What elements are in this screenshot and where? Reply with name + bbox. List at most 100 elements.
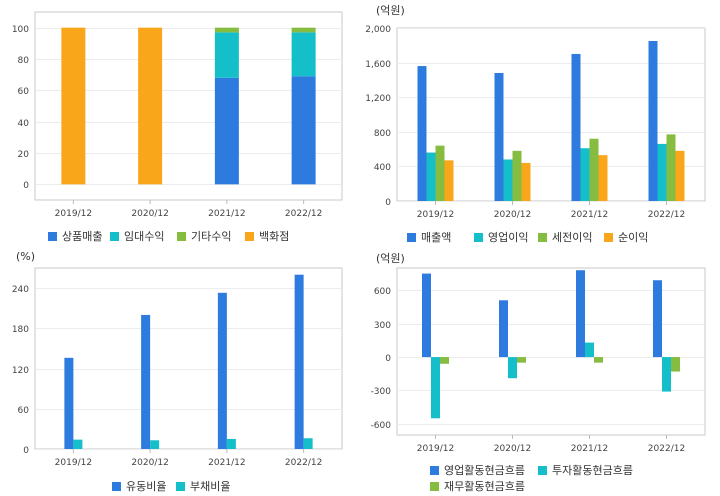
unit-label: (%) xyxy=(16,250,36,263)
bar xyxy=(444,160,454,201)
y-tick-label: 0 xyxy=(385,354,391,364)
bar xyxy=(214,32,239,78)
legend-label: 기타수익 xyxy=(191,230,232,243)
legend-label: 순이익 xyxy=(618,231,649,244)
chart-income: (억원) 0 400 800 1,200 1,600 2,000 2019/12 2020/1… xyxy=(360,0,720,248)
y-tick-label: 1,600 xyxy=(365,60,391,70)
chart-svg: 0 20 40 60 80 100 2019/12 2020/12 2021/12 2022/12 xyxy=(12,11,343,219)
bar xyxy=(303,438,313,449)
bar xyxy=(657,143,667,201)
legend-item: 매출액 xyxy=(407,229,451,245)
bar xyxy=(571,53,581,202)
chart-ratios: (%) 0 60 120 180 240 2019/12 2020/12 2021/12 202… xyxy=(0,248,360,496)
y-tick-label: 300 xyxy=(374,321,391,331)
bar xyxy=(666,134,676,201)
bar xyxy=(291,76,316,185)
bar xyxy=(598,155,608,201)
y-tick-label: 800 xyxy=(374,129,391,139)
bar xyxy=(214,77,239,185)
bar xyxy=(291,32,316,77)
legend-swatch xyxy=(110,231,119,241)
x-tick-label: 2021/12 xyxy=(571,210,608,220)
unit-label: (억원) xyxy=(376,4,405,17)
legend-item: 부채비율 xyxy=(176,478,230,494)
plot-area xyxy=(34,11,343,201)
y-tick-label: 240 xyxy=(12,285,29,295)
y-tick-label: 120 xyxy=(12,366,29,376)
legend-item: 영업활동현금흐름 xyxy=(430,462,525,478)
y-tick-label: 0 xyxy=(23,446,29,456)
bar xyxy=(226,438,236,449)
bar xyxy=(662,357,671,392)
x-tick-label: 2022/12 xyxy=(285,209,322,219)
legend-label: 재무활동현금흐름 xyxy=(444,480,525,493)
bar xyxy=(431,357,440,419)
bar xyxy=(61,27,86,185)
y-tick-label: -300 xyxy=(371,387,392,397)
legend-swatch xyxy=(48,231,57,241)
bar xyxy=(671,357,680,372)
bar xyxy=(648,40,658,201)
legend-swatch xyxy=(177,231,186,241)
y-tick-label: 0 xyxy=(23,181,29,191)
y-tick-label: 0 xyxy=(385,198,391,208)
x-tick-label: 2019/12 xyxy=(417,210,454,220)
legend-item: 상품매출 xyxy=(48,228,102,244)
legend-label: 투자활동현금흐름 xyxy=(552,464,633,477)
x-tick-label: 2020/12 xyxy=(131,458,168,468)
legend-item: 유동비율 xyxy=(112,478,166,494)
bar xyxy=(294,274,304,449)
y-tick-label: 400 xyxy=(374,163,391,173)
legend-label: 유동비율 xyxy=(126,480,167,493)
legend-label: 세전이익 xyxy=(552,231,593,244)
x-tick-label: 2022/12 xyxy=(648,210,685,220)
legend-label: 임대수익 xyxy=(124,230,165,243)
legend-item: 백화점 xyxy=(245,228,289,244)
y-tick-label: 60 xyxy=(18,406,30,416)
x-tick-label: 2021/12 xyxy=(208,209,245,219)
unit-label: (억원) xyxy=(376,252,405,265)
bar xyxy=(73,439,83,449)
legend-swatch xyxy=(538,465,547,475)
bar xyxy=(521,162,531,201)
legend-swatch xyxy=(430,481,439,491)
legend-swatch xyxy=(112,481,121,491)
legend-swatch xyxy=(430,465,439,475)
y-tick-label: 40 xyxy=(18,119,30,129)
x-tick-label: 2019/12 xyxy=(55,458,92,468)
legend-swatch xyxy=(245,231,254,241)
chart-svg: 0 400 800 1,200 1,600 2,000 2019/12 2020/12 2021… xyxy=(365,25,706,220)
bar xyxy=(675,150,685,201)
legend-swatch xyxy=(176,481,185,491)
bar xyxy=(217,292,227,449)
y-tick-label: -600 xyxy=(371,421,392,431)
legend-item: 재무활동현금흐름 xyxy=(430,478,525,494)
bar xyxy=(494,72,504,201)
legend-swatch xyxy=(604,232,613,242)
bar xyxy=(64,357,74,449)
bar xyxy=(291,27,316,33)
bar xyxy=(214,27,239,33)
bar xyxy=(141,314,151,449)
plot-area xyxy=(34,267,343,450)
chart-svg: -600 -300 0 300 600 2019/12 2020/12 2021/12 2022… xyxy=(371,267,706,454)
y-tick-label: 80 xyxy=(18,56,30,66)
bar xyxy=(589,138,599,201)
bar xyxy=(517,357,526,363)
bar xyxy=(508,357,517,379)
x-tick-label: 2022/12 xyxy=(285,458,322,468)
y-tick-label: 2,000 xyxy=(365,25,391,35)
legend-label: 영업이익 xyxy=(488,231,529,244)
x-tick-label: 2019/12 xyxy=(55,209,92,219)
bar xyxy=(580,148,590,201)
bar xyxy=(512,150,522,201)
bar xyxy=(499,300,508,358)
bar xyxy=(503,159,513,201)
bar xyxy=(138,27,163,185)
y-tick-label: 180 xyxy=(12,325,29,335)
bar xyxy=(440,357,449,364)
y-tick-label: 60 xyxy=(18,87,30,97)
legend-item: 순이익 xyxy=(604,229,648,245)
bar xyxy=(150,440,160,449)
chart-revenue-composition: 0 20 40 60 80 100 2019/12 2020/12 2021/12 2022/12… xyxy=(0,0,360,248)
